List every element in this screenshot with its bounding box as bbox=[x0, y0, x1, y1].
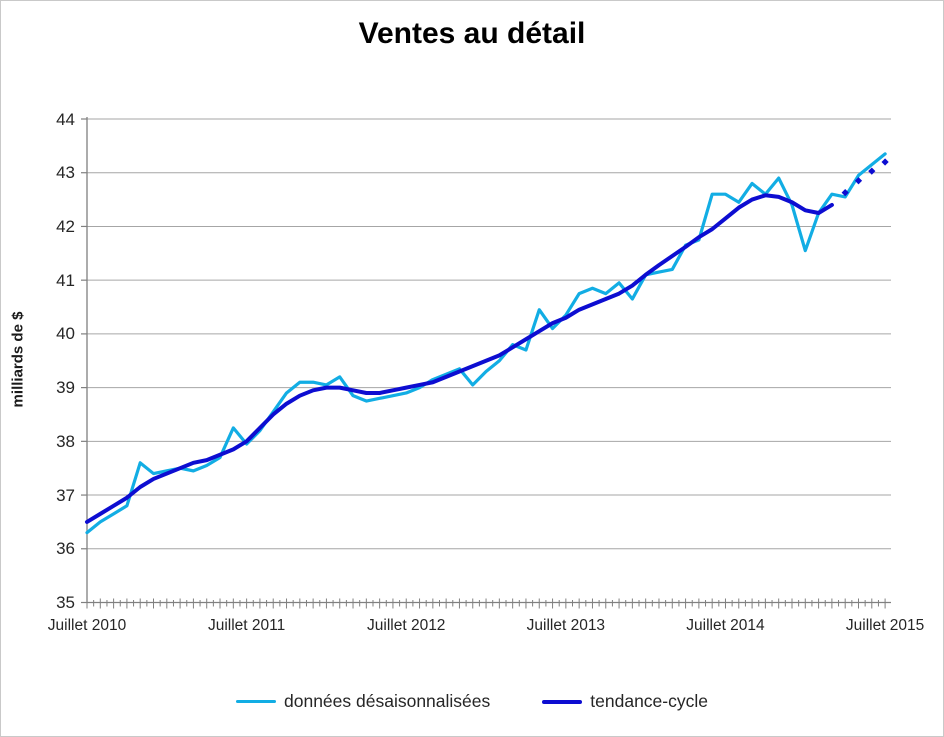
chart-title: Ventes au détail bbox=[358, 17, 586, 50]
legend-item-tendance-cycle: tendance-cycle bbox=[542, 691, 708, 712]
legend-item-donnees-desaisonnalisees: données désaisonnalisées bbox=[236, 691, 490, 712]
y-tick-label: 39 bbox=[56, 378, 75, 398]
legend-swatch-light-blue-line bbox=[236, 700, 276, 703]
x-tick-label: Juillet 2011 bbox=[207, 617, 286, 634]
x-tick-label: Juillet 2010 bbox=[47, 617, 127, 634]
x-tick-label: Juillet 2012 bbox=[367, 617, 446, 634]
y-tick-label: 43 bbox=[56, 163, 75, 183]
y-tick-label: 36 bbox=[56, 539, 75, 559]
y-tick-label: 37 bbox=[56, 485, 75, 505]
legend-swatch-dark-blue-line bbox=[542, 699, 583, 704]
legend-label: données désaisonnalisées bbox=[284, 691, 491, 711]
y-tick-label: 42 bbox=[56, 216, 75, 236]
legend: données désaisonnalisées tendance-cycle bbox=[1, 691, 943, 712]
y-tick-label: 40 bbox=[56, 324, 75, 344]
y-tick-label: 38 bbox=[56, 431, 75, 451]
x-tick-label: Juillet 2015 bbox=[845, 617, 925, 634]
y-tick-label: 41 bbox=[56, 270, 75, 290]
legend-label: tendance-cycle bbox=[590, 691, 708, 711]
x-tick-label: Juillet 2014 bbox=[686, 617, 765, 634]
y-tick-label: 35 bbox=[56, 593, 75, 612]
x-tick-label: Juillet 2013 bbox=[526, 617, 606, 634]
y-tick-label: 44 bbox=[56, 109, 75, 129]
